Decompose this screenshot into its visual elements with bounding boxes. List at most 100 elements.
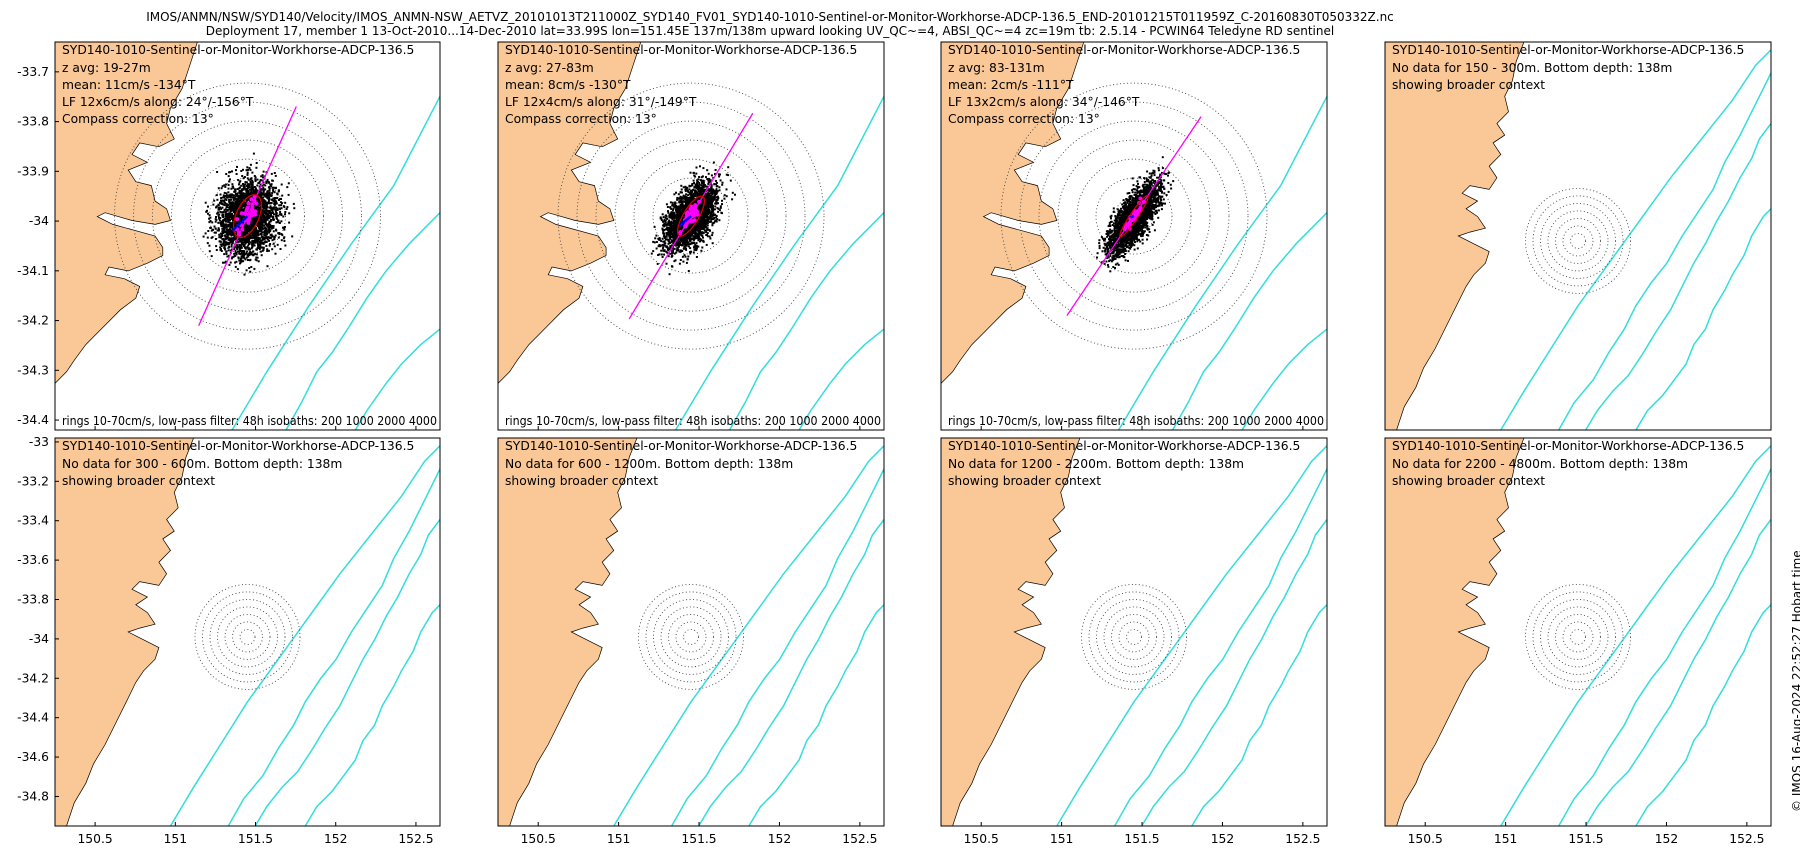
- velocity-point: [711, 234, 714, 237]
- velocity-point: [228, 231, 231, 234]
- lowpass-point: [252, 198, 257, 203]
- velocity-point: [256, 199, 259, 201]
- velocity-point: [221, 230, 224, 233]
- velocity-point: [263, 199, 266, 202]
- velocity-point: [213, 199, 216, 202]
- velocity-point: [689, 171, 692, 174]
- velocity-point: [712, 208, 714, 211]
- velocity-point: [240, 246, 243, 249]
- velocity-point: [232, 196, 235, 199]
- velocity-point: [225, 220, 227, 223]
- velocity-point: [253, 189, 256, 192]
- velocity-point: [709, 237, 712, 240]
- velocity-point: [267, 213, 269, 215]
- velocity-point: [269, 183, 272, 186]
- velocity-point: [280, 204, 282, 207]
- velocity-point: [278, 233, 281, 236]
- velocity-point: [250, 190, 253, 193]
- velocity-point: [217, 227, 220, 230]
- velocity-point: [246, 230, 249, 233]
- velocity-point: [242, 188, 245, 190]
- velocity-point: [259, 240, 262, 243]
- velocity-point: [703, 215, 706, 218]
- velocity-point: [246, 226, 249, 229]
- velocity-point: [673, 230, 675, 233]
- velocity-point: [679, 213, 682, 215]
- velocity-point: [238, 212, 241, 215]
- velocity-point: [670, 220, 673, 223]
- velocity-point: [242, 184, 245, 187]
- velocity-point: [242, 192, 245, 195]
- velocity-point: [240, 201, 243, 203]
- velocity-point: [231, 224, 233, 227]
- velocity-point: [288, 221, 291, 224]
- velocity-point: [283, 236, 286, 239]
- velocity-point: [714, 169, 717, 171]
- velocity-point: [264, 212, 267, 215]
- velocity-point: [719, 205, 722, 208]
- velocity-point: [675, 225, 678, 228]
- velocity-point: [282, 215, 285, 218]
- velocity-point: [251, 253, 253, 256]
- velocity-point: [231, 183, 234, 186]
- velocity-point: [700, 184, 703, 187]
- velocity-point: [676, 219, 679, 221]
- velocity-point: [272, 212, 275, 214]
- velocity-point: [274, 210, 277, 213]
- velocity-point: [230, 243, 233, 246]
- velocity-point: [691, 197, 694, 200]
- velocity-point: [222, 227, 225, 230]
- velocity-point: [676, 212, 679, 215]
- velocity-point: [270, 183, 273, 186]
- velocity-point: [689, 252, 692, 255]
- velocity-point: [272, 215, 275, 218]
- velocity-point: [731, 191, 734, 194]
- velocity-point: [695, 199, 698, 202]
- velocity-point: [237, 245, 240, 248]
- velocity-point: [269, 212, 272, 215]
- velocity-point: [261, 174, 264, 177]
- velocity-point: [259, 226, 262, 229]
- velocity-point: [217, 206, 220, 209]
- velocity-point: [212, 203, 215, 206]
- velocity-point: [662, 240, 665, 243]
- velocity-point: [678, 262, 681, 265]
- y-tick-label: -33.7: [17, 65, 49, 79]
- velocity-point: [232, 238, 235, 241]
- velocity-point: [218, 216, 220, 219]
- velocity-point: [273, 207, 276, 210]
- velocity-point: [261, 179, 264, 182]
- velocity-point: [703, 229, 706, 232]
- velocity-point: [262, 191, 265, 193]
- velocity-point: [257, 231, 260, 233]
- velocity-point: [670, 239, 673, 242]
- velocity-point: [678, 208, 680, 211]
- velocity-point: [712, 204, 715, 207]
- velocity-point: [266, 209, 269, 212]
- velocity-point: [279, 248, 282, 250]
- velocity-point: [279, 208, 282, 211]
- velocity-point: [709, 196, 712, 199]
- velocity-point: [661, 237, 664, 240]
- velocity-point: [220, 207, 223, 210]
- velocity-point: [238, 245, 241, 248]
- velocity-point: [663, 240, 666, 243]
- velocity-point: [219, 232, 222, 235]
- velocity-point: [710, 205, 713, 208]
- velocity-point: [657, 254, 660, 256]
- velocity-point: [674, 223, 677, 226]
- velocity-point: [280, 233, 283, 236]
- velocity-point: [226, 196, 229, 199]
- velocity-point: [265, 201, 267, 204]
- velocity-point: [211, 228, 214, 231]
- velocity-point: [282, 226, 284, 229]
- velocity-point: [255, 235, 258, 238]
- velocity-point: [693, 238, 695, 241]
- velocity-point: [711, 188, 714, 191]
- velocity-point: [275, 209, 278, 211]
- velocity-point: [259, 183, 262, 186]
- velocity-point: [249, 163, 252, 166]
- velocity-point: [716, 207, 719, 210]
- velocity-point: [670, 255, 673, 258]
- panel-footer: rings 10-70cm/s, low-pass filter: 48h is…: [62, 414, 437, 428]
